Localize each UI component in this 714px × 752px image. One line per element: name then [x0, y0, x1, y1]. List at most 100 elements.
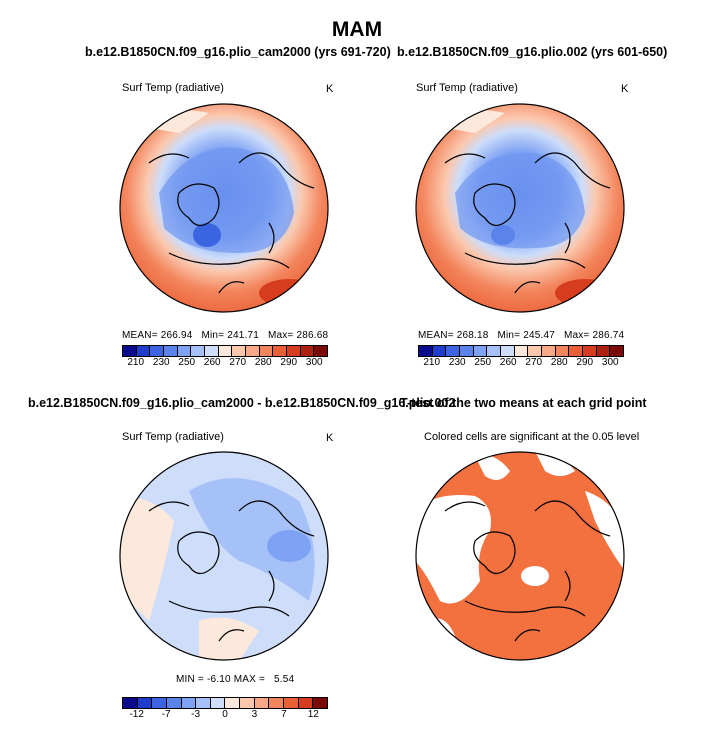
colorbar-swatch	[196, 698, 211, 708]
colorbar-tick-label: 280	[550, 357, 568, 368]
colorbar-swatch	[191, 346, 206, 356]
panel1-polar-map	[119, 103, 329, 313]
panel2-colorbar: 210 230 250 260 270 280 290 300	[418, 345, 624, 369]
colorbar-tick-label: 270	[229, 357, 247, 368]
panel3-stats: MIN = -6.10 MAX = 5.54	[176, 674, 294, 685]
colorbar-swatch	[136, 346, 151, 356]
colorbar-swatch	[259, 346, 274, 356]
colorbar-swatch	[487, 346, 502, 356]
panel3-polar-map	[119, 451, 329, 661]
panel2-mean-label: MEAN=	[418, 330, 454, 341]
panel3-variable: Surf Temp (radiative)	[122, 431, 224, 443]
panel1-variable: Surf Temp (radiative)	[122, 82, 224, 94]
colorbar-tick-label: 230	[152, 357, 170, 368]
colorbar-swatch	[514, 346, 529, 356]
colorbar-swatch	[542, 346, 556, 356]
colorbar-swatch	[287, 346, 301, 356]
colorbar-swatch	[419, 346, 433, 356]
colorbar-swatch	[596, 346, 611, 356]
colorbar-tick-label: 250	[178, 357, 196, 368]
panel3-max-label: MAX =	[233, 674, 266, 685]
colorbar-swatch	[232, 346, 247, 356]
panel3-units: K	[326, 432, 334, 444]
panel3-colorbar-swatches	[122, 697, 328, 709]
colorbar-swatch	[446, 346, 461, 356]
colorbar-tick-label: 300	[601, 357, 619, 368]
colorbar-swatch	[314, 346, 328, 356]
colorbar-swatch	[123, 698, 138, 708]
colorbar-swatch	[218, 346, 233, 356]
figure-title: MAM	[331, 18, 383, 41]
panel4-title: T-test of the two means at each grid poi…	[400, 396, 647, 410]
colorbar-swatch	[432, 346, 447, 356]
colorbar-tick-label: 12	[307, 709, 319, 720]
panel1-colorbar: 210 230 250 260 270 280 290 300	[122, 345, 328, 369]
colorbar-swatch	[152, 698, 167, 708]
panel3-min-label: MIN =	[176, 674, 204, 685]
panel1-mean-value: 266.94	[160, 330, 193, 341]
colorbar-swatch	[177, 346, 192, 356]
panel1-colorbar-ticks: 210 230 250 260 270 280 290 300	[122, 357, 328, 369]
colorbar-tick-label: 260	[203, 357, 221, 368]
colorbar-swatch	[460, 346, 474, 356]
colorbar-swatch	[210, 698, 226, 708]
colorbar-tick-label: 0	[222, 709, 228, 720]
panel2-mean-value: 268.18	[456, 330, 489, 341]
colorbar-tick-label: 210	[423, 357, 441, 368]
colorbar-tick-label: 300	[305, 357, 323, 368]
panel3-colorbar: -12 -7 -3 0 3 7 12	[122, 697, 328, 721]
colorbar-swatch	[313, 698, 327, 708]
colorbar-tick-label: 3	[251, 709, 258, 720]
panel1-min-label: Min=	[201, 330, 225, 341]
panel3-title: b.e12.B1850CN.f09_g16.plio_cam2000 - b.e…	[28, 396, 456, 410]
panel2-colorbar-ticks: 210 230 250 260 270 280 290 300	[418, 357, 624, 369]
colorbar-swatch	[205, 346, 219, 356]
colorbar-tick-label: 290	[576, 357, 594, 368]
panel2-stats: MEAN= 268.18 Min= 245.47 Max= 286.74	[418, 330, 624, 341]
colorbar-swatch	[254, 698, 270, 708]
panel2-min-value: 245.47	[523, 330, 555, 341]
panel1-mean-label: MEAN=	[122, 330, 158, 341]
colorbar-swatch	[269, 698, 285, 708]
panel2-title: b.e12.B1850CN.f09_g16.plio.002 (yrs 601-…	[397, 45, 668, 59]
colorbar-tick-label: 260	[499, 357, 517, 368]
panel3-min-value: -6.10	[206, 674, 231, 685]
colorbar-swatch	[166, 698, 182, 708]
colorbar-swatch	[123, 346, 137, 356]
panel2-polar-map	[415, 103, 625, 313]
colorbar-swatch	[164, 346, 178, 356]
colorbar-swatch	[225, 698, 241, 708]
colorbar-swatch	[583, 346, 597, 356]
panel1-colorbar-swatches	[122, 345, 328, 357]
panel3-colorbar-ticks: -12 -7 -3 0 3 7 12	[122, 709, 328, 721]
panel4-subtitle: Colored cells are significant at the 0.0…	[424, 431, 640, 443]
colorbar-tick-label: -12	[129, 709, 144, 720]
panel2-min-label: Min=	[497, 330, 521, 341]
colorbar-swatch	[150, 346, 165, 356]
panel4-significance-map	[415, 451, 625, 661]
colorbar-swatch	[273, 346, 288, 356]
panel2-variable: Surf Temp (radiative)	[416, 82, 518, 94]
panel2-units: K	[621, 83, 629, 95]
colorbar-tick-label: 290	[280, 357, 298, 368]
panel1-max-label: Max=	[267, 330, 294, 341]
colorbar-tick-label: 230	[448, 357, 466, 368]
panel2-max-value: 286.74	[592, 330, 625, 341]
panel2-max-label: Max=	[563, 330, 590, 341]
colorbar-swatch	[246, 346, 260, 356]
panel2-colorbar-swatches	[418, 345, 624, 357]
colorbar-swatch	[610, 346, 624, 356]
colorbar-tick-label: 210	[127, 357, 145, 368]
colorbar-tick-label: 280	[254, 357, 272, 368]
panel1-title: b.e12.B1850CN.f09_g16.plio_cam2000 (yrs …	[85, 45, 391, 59]
colorbar-swatch	[298, 698, 314, 708]
colorbar-tick-label: 250	[474, 357, 492, 368]
colorbar-swatch	[473, 346, 488, 356]
panel1-max-value: 286.68	[296, 330, 329, 341]
colorbar-swatch	[501, 346, 515, 356]
colorbar-swatch	[284, 698, 299, 708]
colorbar-swatch	[300, 346, 315, 356]
colorbar-swatch	[137, 698, 153, 708]
colorbar-swatch	[181, 698, 197, 708]
colorbar-tick-label: 7	[281, 709, 287, 720]
